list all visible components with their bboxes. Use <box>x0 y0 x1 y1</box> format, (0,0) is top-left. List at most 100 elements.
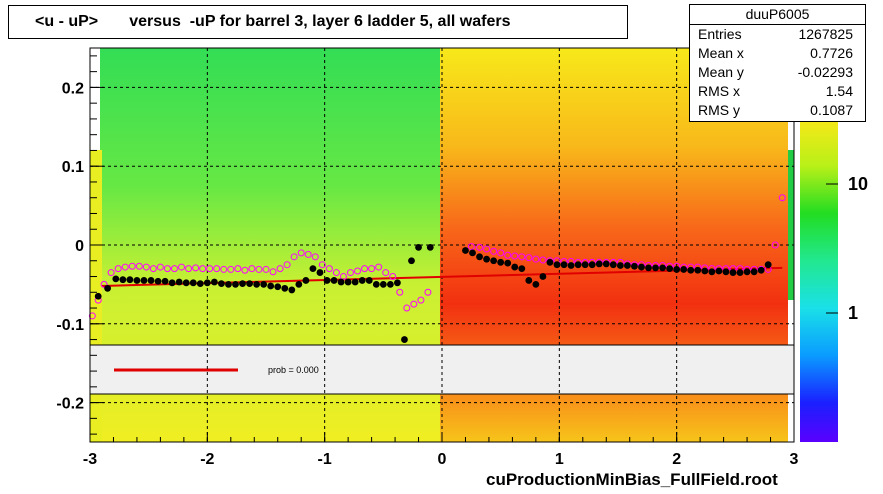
black-marker <box>743 268 751 276</box>
black-marker <box>415 243 422 251</box>
black-marker <box>246 280 253 288</box>
black-marker <box>94 292 102 300</box>
open-marker <box>304 250 312 258</box>
x-tick-label: -3 <box>83 451 97 468</box>
black-marker <box>372 281 380 288</box>
stats-key: RMS y <box>698 102 740 118</box>
black-marker <box>616 262 624 269</box>
x-tick-label: -1 <box>318 451 332 468</box>
black-marker <box>344 278 352 286</box>
black-marker <box>288 286 296 294</box>
black-marker <box>323 277 331 284</box>
stats-name: duuP6005 <box>690 5 865 25</box>
black-marker <box>595 260 603 268</box>
black-marker <box>182 279 190 287</box>
black-marker <box>609 261 617 269</box>
z-tick-label: 1 <box>848 303 858 323</box>
heatmap-right-edge <box>788 150 794 300</box>
black-marker <box>426 243 434 251</box>
z-tick-label: 10 <box>848 174 868 194</box>
open-marker <box>483 245 491 253</box>
x-tick-label: 1 <box>555 451 564 468</box>
black-marker <box>666 265 674 273</box>
open-marker <box>170 265 178 273</box>
open-marker <box>283 261 291 269</box>
open-marker <box>156 263 164 271</box>
black-marker <box>476 253 483 261</box>
stats-row-rms-x: RMS x 1.54 <box>690 82 865 101</box>
open-marker <box>248 265 256 273</box>
y-tick-label: -0.2 <box>56 396 84 413</box>
black-marker <box>119 276 127 284</box>
stats-value: 0.7726 <box>810 45 853 61</box>
open-marker <box>417 296 425 304</box>
open-marker <box>297 249 305 257</box>
stats-key: Mean y <box>698 64 744 80</box>
open-marker <box>276 265 284 273</box>
black-marker <box>189 279 197 287</box>
black-markers-group <box>94 243 772 343</box>
stats-value: 0.1087 <box>810 102 853 118</box>
y-axis: 0.2 0.1 0 -0.1 -0.2 <box>56 55 104 435</box>
black-marker <box>401 336 408 343</box>
black-marker <box>140 277 148 284</box>
open-marker <box>318 261 326 269</box>
legend-fit-label: prob = 0.000 <box>268 365 319 375</box>
open-marker <box>504 251 512 259</box>
black-marker <box>694 266 702 274</box>
open-marker <box>511 252 519 260</box>
black-marker <box>764 261 772 269</box>
black-marker <box>504 259 512 267</box>
black-marker <box>358 277 366 284</box>
black-marker <box>673 266 681 273</box>
open-marker <box>234 265 242 273</box>
y-tick-label: 0 <box>75 238 84 255</box>
open-marker <box>771 241 779 249</box>
black-marker <box>365 277 373 284</box>
black-marker <box>330 277 338 284</box>
open-marker <box>206 265 214 273</box>
y-tick-label: 0.1 <box>62 159 84 176</box>
open-marker <box>497 249 505 257</box>
open-marker <box>532 255 540 263</box>
black-marker <box>715 267 723 275</box>
stats-row-entries: Entries 1267825 <box>690 25 865 44</box>
stats-row-mean-x: Mean x 0.7726 <box>690 44 865 63</box>
open-marker <box>142 263 150 271</box>
black-marker <box>104 284 111 292</box>
plot-title: <u - uP> versus -uP for barrel 3, layer … <box>8 5 628 39</box>
black-marker <box>203 279 211 287</box>
open-marker <box>382 269 390 277</box>
black-marker <box>680 266 688 273</box>
black-marker <box>239 280 246 288</box>
black-marker <box>232 281 239 288</box>
stats-row-mean-y: Mean y -0.02293 <box>690 63 865 82</box>
black-marker <box>652 264 659 272</box>
black-marker <box>750 268 758 276</box>
stats-row-rms-y: RMS y 0.1087 <box>690 101 865 120</box>
black-marker <box>302 277 310 284</box>
open-marker <box>518 253 526 261</box>
black-marker <box>638 263 645 271</box>
black-marker <box>602 260 610 268</box>
open-marker <box>375 263 383 271</box>
open-marker <box>163 265 171 273</box>
black-marker <box>532 281 540 288</box>
stats-box: duuP6005 Entries 1267825 Mean x 0.7726 M… <box>689 4 866 122</box>
black-marker <box>260 281 268 288</box>
stats-value: 1267825 <box>798 26 853 42</box>
y-tick-label: -0.1 <box>56 317 84 334</box>
open-marker <box>192 264 200 272</box>
open-marker <box>332 269 340 277</box>
black-marker <box>133 277 141 284</box>
black-marker <box>722 268 730 276</box>
open-marker <box>88 312 96 320</box>
black-marker <box>631 262 638 270</box>
open-marker <box>178 263 186 271</box>
open-marker <box>255 265 263 273</box>
black-marker <box>567 262 575 269</box>
black-marker <box>225 281 232 288</box>
open-marker <box>121 263 129 271</box>
footer-filename: cuProductionMinBias_FullField.root <box>486 470 778 489</box>
black-marker <box>154 277 162 285</box>
